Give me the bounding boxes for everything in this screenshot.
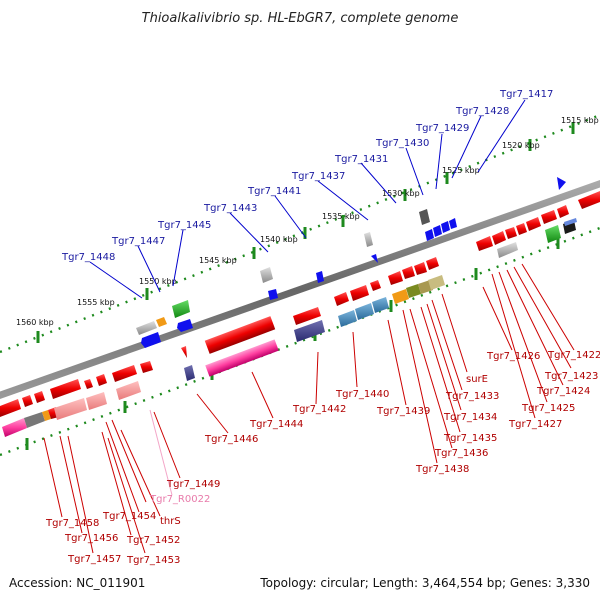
gene-label-tgr7-1454[interactable]: Tgr7_1454: [102, 511, 156, 522]
gene-label-tgr7-1423[interactable]: Tgr7_1423: [544, 371, 598, 382]
gene-label-tgr7-1425[interactable]: Tgr7_1425: [521, 403, 575, 414]
gene-label-tgr7-1428[interactable]: Tgr7_1428: [455, 106, 509, 117]
kbp-label-1550: 1550 kbp: [139, 277, 177, 286]
kbp-label-1540: 1540 kbp: [260, 235, 298, 244]
rna-leader: [149, 409, 173, 496]
bottom-leaders: [43, 263, 575, 554]
gene-label-sure[interactable]: surE: [466, 374, 488, 385]
kbp-label-1535: 1535 kbp: [322, 212, 360, 221]
gene-label-tgr7-1444[interactable]: Tgr7_1444: [249, 419, 303, 430]
gene-label-tgr7-1434[interactable]: Tgr7_1434: [443, 412, 497, 423]
gene-label-tgr7-1443[interactable]: Tgr7_1443: [203, 203, 257, 214]
gene-label-tgr7-1452[interactable]: Tgr7_1452: [126, 535, 180, 546]
gene-label-tgr7-1446[interactable]: Tgr7_1446: [204, 434, 258, 445]
gene-label-tgr7-1429[interactable]: Tgr7_1429: [415, 123, 469, 134]
gene-label-thrs[interactable]: thrS: [160, 516, 181, 527]
topology-text: Topology: circular; Length: 3,464,554 bp…: [259, 576, 590, 590]
gene-label-tgr7-1437[interactable]: Tgr7_1437: [291, 171, 345, 182]
gene-label-tgr7-1426[interactable]: Tgr7_1426: [486, 351, 540, 362]
kbp-label-1525: 1525 kbp: [442, 166, 480, 175]
forward-genes: [0, 191, 600, 417]
gene-label-tgr7-1440[interactable]: Tgr7_1440: [335, 389, 389, 400]
gene-label-tgr7-1456[interactable]: Tgr7_1456: [64, 533, 118, 544]
kbp-label-1530: 1530 kbp: [382, 189, 420, 198]
accession-text: Accession: NC_011901: [9, 576, 145, 590]
gene-label-tgr7-1457[interactable]: Tgr7_1457: [67, 554, 121, 565]
gene-label-tgr7-1439[interactable]: Tgr7_1439: [376, 406, 430, 417]
kbp-label-1560: 1560 kbp: [16, 318, 54, 327]
gene-label-tgr7-1453[interactable]: Tgr7_1453: [126, 555, 180, 566]
gene-label-tgr7-1436[interactable]: Tgr7_1436: [434, 448, 488, 459]
gene-label-tgr7-1441[interactable]: Tgr7_1441: [247, 186, 301, 197]
gene-label-tgr7-1442[interactable]: Tgr7_1442: [292, 404, 346, 415]
gene-label-tgr7-1417[interactable]: Tgr7_1417: [499, 89, 553, 100]
gene-label-tgr7-1445[interactable]: Tgr7_1445: [157, 220, 211, 231]
gene-label-tgr7-1438[interactable]: Tgr7_1438: [415, 464, 469, 475]
kbp-label-1515: 1515 kbp: [561, 116, 599, 125]
gene-label-tgr7-1430[interactable]: Tgr7_1430: [375, 138, 429, 149]
genome-backbone: [0, 180, 600, 399]
gene-label-tgr7-1427[interactable]: Tgr7_1427: [508, 419, 562, 430]
gene-label-tgr7-1431[interactable]: Tgr7_1431: [334, 154, 388, 165]
map-title: Thioalkalivibrio sp. HL-EbGR7, complete …: [142, 11, 459, 26]
gene-label-tgr7-1447[interactable]: Tgr7_1447: [111, 236, 165, 247]
gene-label-tgr7-1448[interactable]: Tgr7_1448: [61, 252, 115, 263]
gene-label-tgr7-1449[interactable]: Tgr7_1449: [166, 479, 220, 490]
gene-label-tgr7-1422[interactable]: Tgr7_1422: [547, 350, 600, 361]
kbp-label-1520: 1520 kbp: [502, 141, 540, 150]
kbp-label-1545: 1545 kbp: [199, 256, 237, 265]
gene-label-tgr7-1424[interactable]: Tgr7_1424: [536, 386, 590, 397]
gene-label-tgr7-1433[interactable]: Tgr7_1433: [445, 391, 499, 402]
top-leaders: [89, 99, 526, 299]
kbp-label-1555: 1555 kbp: [77, 298, 115, 307]
lower-genes: [2, 218, 577, 437]
gene-label-tgr7-r0022[interactable]: Tgr7_R0022: [149, 494, 210, 505]
gene-label-tgr7-1435[interactable]: Tgr7_1435: [443, 433, 497, 444]
reverse-gene-markers: [141, 177, 566, 348]
gene-label-tgr7-1458[interactable]: Tgr7_1458: [45, 518, 99, 529]
